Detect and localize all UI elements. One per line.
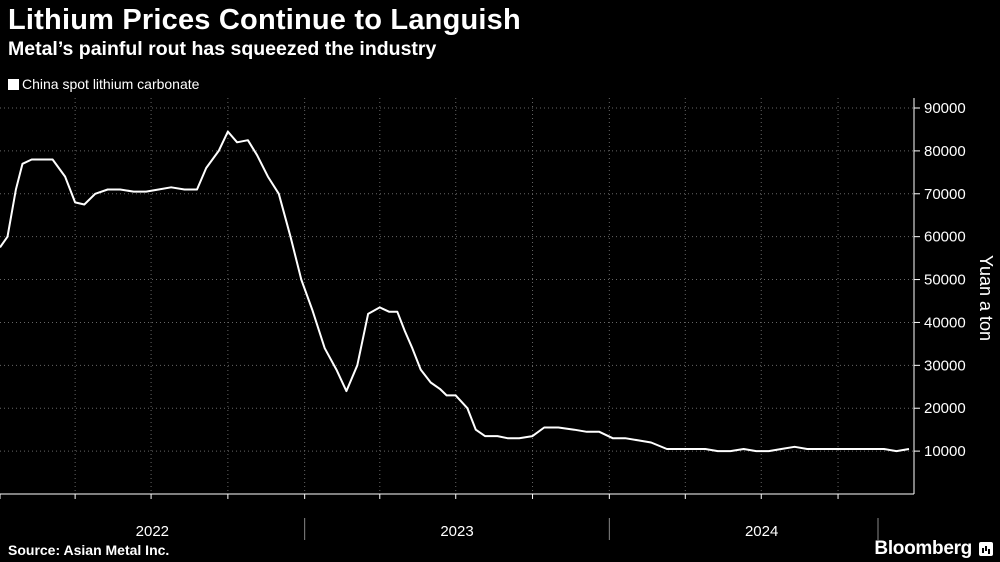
y-tick-label: 30000 xyxy=(924,357,966,374)
chart-subtitle: Metal’s painful rout has squeezed the in… xyxy=(8,38,437,60)
y-tick-label: 80000 xyxy=(924,143,966,160)
legend-label: China spot lithium carbonate xyxy=(22,76,200,92)
legend-swatch xyxy=(8,78,19,90)
x-tick-label: 2024 xyxy=(745,523,778,540)
y-tick-label: 70000 xyxy=(924,186,966,203)
y-tick-label: 50000 xyxy=(924,272,966,289)
chart-title: Lithium Prices Continue to Languish xyxy=(8,4,521,36)
bloomberg-chart-icon xyxy=(979,542,993,556)
y-tick-label: 90000 xyxy=(924,100,966,117)
y-tick-label: 40000 xyxy=(924,314,966,331)
series-line-lithium-carbonate xyxy=(0,130,910,453)
y-tick-label: 10000 xyxy=(924,443,966,460)
brand-logo: Bloomberg xyxy=(874,538,972,559)
x-tick-label: 2023 xyxy=(440,523,473,540)
x-tick-label: 2022 xyxy=(136,523,169,540)
y-tick-label: 20000 xyxy=(924,400,966,417)
y-axis-title: Yuan a ton xyxy=(976,255,996,341)
source-note: Source: Asian Metal Inc. xyxy=(8,542,170,558)
y-tick-label: 60000 xyxy=(924,229,966,246)
legend: China spot lithium carbonate xyxy=(8,76,199,92)
